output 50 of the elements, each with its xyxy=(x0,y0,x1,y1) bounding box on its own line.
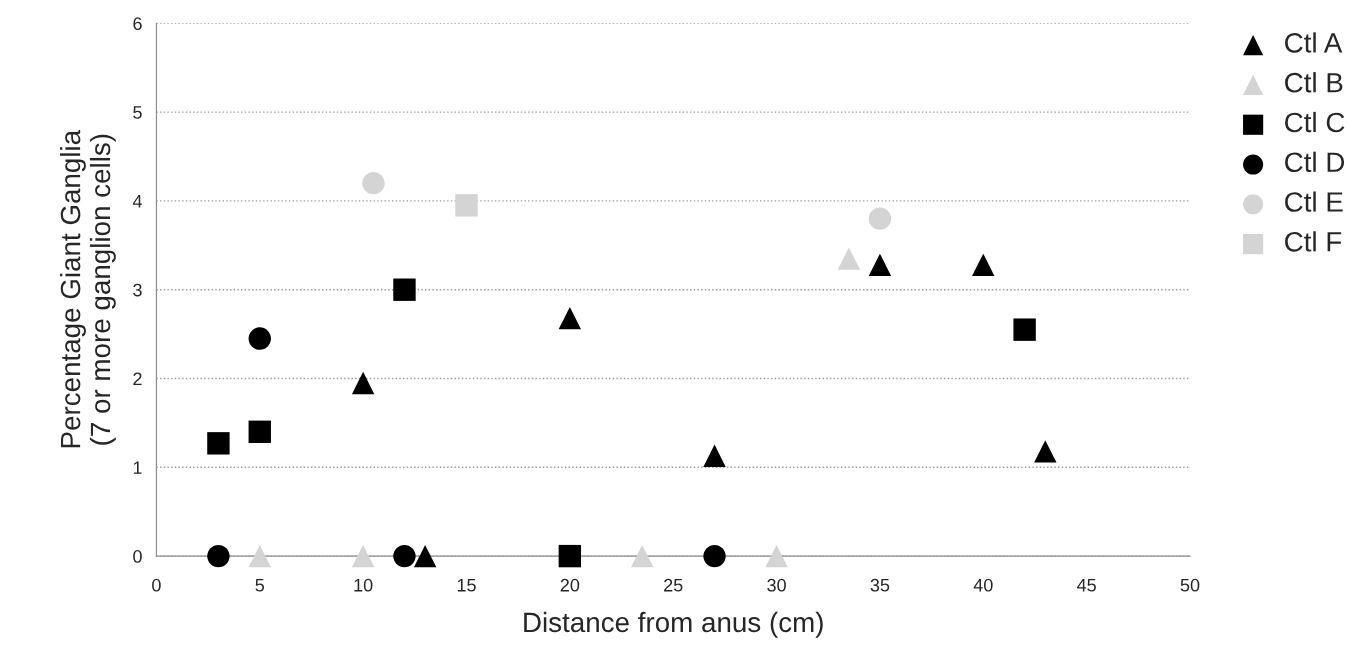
x-tick-label: 20 xyxy=(560,578,580,592)
point xyxy=(837,247,861,270)
point xyxy=(248,420,271,443)
point xyxy=(765,544,788,568)
legend-label: Ctl C xyxy=(1285,111,1345,133)
point xyxy=(455,194,478,217)
point xyxy=(972,253,995,277)
point xyxy=(248,327,271,350)
y-tick-label: 2 xyxy=(133,372,142,386)
x-tick-label: 30 xyxy=(767,578,786,592)
point xyxy=(393,544,416,568)
point xyxy=(1034,440,1057,463)
point xyxy=(703,544,726,568)
point xyxy=(558,306,582,330)
x-tick-label: 0 xyxy=(152,578,161,592)
y-axis-title: Percentage Giant Ganglia (7 or more ganglion cells) xyxy=(59,129,116,448)
legend-label: Ctl E xyxy=(1285,191,1343,212)
y-tick-label: 4 xyxy=(132,195,142,208)
y-tick-label: 1 xyxy=(133,461,142,474)
point xyxy=(703,444,726,467)
x-tick-label: 40 xyxy=(973,578,993,592)
x-tick-label: 10 xyxy=(354,578,373,592)
y-tick-label: 0 xyxy=(133,550,142,563)
x-tick-label: 5 xyxy=(255,579,265,592)
y-tick-label: 6 xyxy=(133,17,142,31)
x-tick-label: 45 xyxy=(1077,579,1096,592)
legend-label: Ctl D xyxy=(1285,151,1345,173)
point xyxy=(393,278,416,301)
point xyxy=(351,544,375,568)
legend-label: Ctl F xyxy=(1285,231,1342,252)
point xyxy=(207,432,230,455)
x-tick-label: 35 xyxy=(870,578,890,592)
point xyxy=(630,544,654,568)
point xyxy=(868,253,892,277)
point xyxy=(248,544,271,568)
x-tick-label: 15 xyxy=(457,579,476,592)
legend-label: Ctl B xyxy=(1285,72,1343,93)
y-tick-label: 5 xyxy=(133,106,142,119)
x-tick-label: 25 xyxy=(664,578,683,592)
point xyxy=(1013,318,1036,341)
point xyxy=(558,544,582,568)
x-tick-label: 50 xyxy=(1180,578,1200,592)
point xyxy=(351,371,375,395)
y-tick-label: 3 xyxy=(133,283,142,297)
point xyxy=(868,207,892,230)
point xyxy=(413,544,437,568)
point xyxy=(362,171,385,195)
x-axis-title: Distance from anus (cm) xyxy=(524,611,823,638)
legend-label: Ctl A xyxy=(1285,32,1343,53)
point xyxy=(207,544,230,568)
